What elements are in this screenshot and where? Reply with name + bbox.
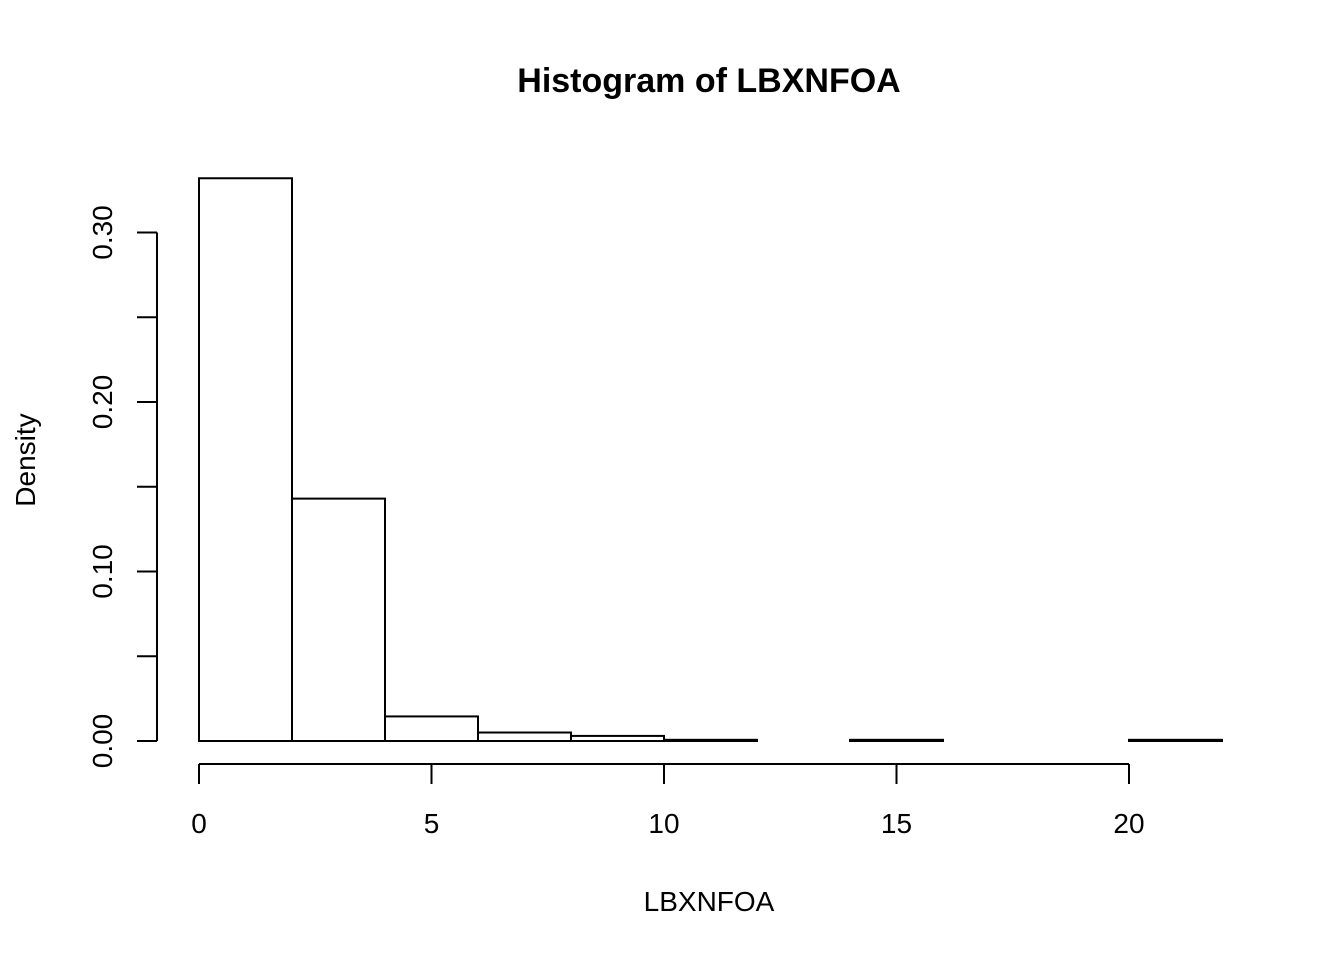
histogram-bar-2 [384, 715, 479, 742]
histogram-bar-7 [849, 738, 944, 742]
x-tick-label-3: 15 [881, 808, 912, 839]
x-tick-label-2: 10 [648, 808, 679, 839]
histogram-bar-4 [570, 734, 665, 742]
y-axis-label: Density [10, 413, 41, 506]
histogram-bar-0 [198, 177, 293, 742]
x-tick-label-0: 0 [191, 808, 207, 839]
y-axis: 0.00 0.10 0.20 0.30 [87, 205, 158, 769]
x-tick-label-1: 5 [424, 808, 440, 839]
histogram-bar-1 [291, 497, 386, 742]
y-tick-label-2: 0.10 [87, 544, 118, 599]
y-tick-label-0: 0.00 [87, 714, 118, 769]
y-tick-label-6: 0.30 [87, 205, 118, 260]
x-axis: 0 5 10 15 20 [191, 763, 1145, 839]
x-tick-label-4: 20 [1113, 808, 1144, 839]
histogram-bar-5 [663, 738, 758, 742]
chart-title: Histogram of LBXNFOA [517, 62, 900, 100]
x-axis-label: LBXNFOA [644, 886, 775, 917]
bars-group [198, 177, 1223, 743]
histogram-bar-3 [477, 731, 572, 743]
y-tick-label-4: 0.20 [87, 375, 118, 430]
histogram-bar-10 [1128, 738, 1223, 742]
